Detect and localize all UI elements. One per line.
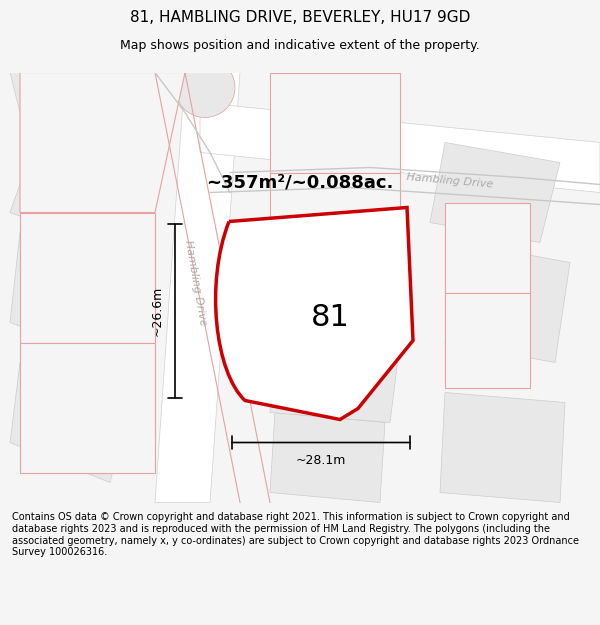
Circle shape (175, 58, 235, 118)
Polygon shape (10, 72, 145, 138)
Polygon shape (270, 173, 400, 262)
Polygon shape (25, 262, 100, 328)
Text: 81: 81 (311, 303, 349, 332)
Polygon shape (200, 102, 600, 192)
Polygon shape (10, 142, 145, 252)
Text: Hambling Drive: Hambling Drive (182, 239, 208, 326)
Text: Contains OS data © Crown copyright and database right 2021. This information is : Contains OS data © Crown copyright and d… (12, 512, 579, 558)
PathPatch shape (215, 208, 413, 419)
Polygon shape (445, 202, 530, 292)
Polygon shape (270, 72, 400, 172)
Circle shape (110, 52, 180, 122)
Text: ~28.1m: ~28.1m (296, 454, 346, 467)
Text: ~26.6m: ~26.6m (151, 286, 163, 336)
Polygon shape (440, 392, 565, 502)
Polygon shape (155, 72, 240, 503)
Text: 81, HAMBLING DRIVE, BEVERLEY, HU17 9GD: 81, HAMBLING DRIVE, BEVERLEY, HU17 9GD (130, 10, 470, 25)
Polygon shape (270, 332, 400, 422)
Polygon shape (20, 342, 155, 472)
Polygon shape (20, 72, 185, 213)
Text: Hambling Drive: Hambling Drive (406, 172, 494, 189)
Text: Map shows position and indicative extent of the property.: Map shows position and indicative extent… (120, 39, 480, 51)
Polygon shape (270, 412, 385, 502)
Polygon shape (10, 232, 140, 362)
Polygon shape (445, 242, 570, 362)
Polygon shape (20, 213, 155, 342)
Polygon shape (430, 142, 560, 242)
Polygon shape (10, 362, 130, 483)
Text: ~357m²/~0.088ac.: ~357m²/~0.088ac. (206, 174, 394, 191)
Polygon shape (445, 292, 530, 388)
